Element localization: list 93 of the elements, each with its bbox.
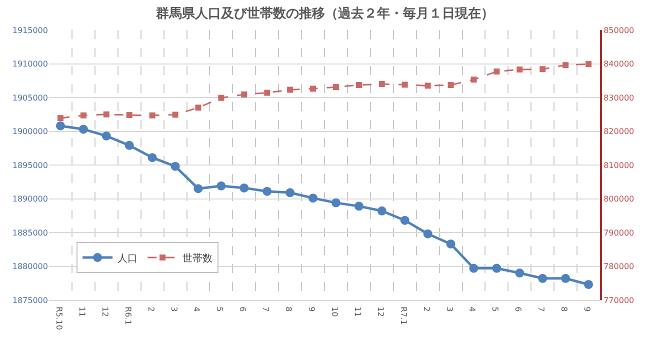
y2-tick-label: 780000: [604, 262, 634, 272]
point: [56, 121, 65, 130]
x-tick-label: 5: [215, 306, 224, 312]
x-tick-label: 2: [146, 306, 156, 312]
point: [80, 112, 86, 118]
y2-tick-label: 810000: [604, 160, 634, 170]
point: [584, 280, 594, 289]
point: [286, 188, 295, 198]
point: [424, 82, 431, 89]
y-tick-label: 1905000: [12, 93, 48, 102]
point: [332, 84, 339, 90]
point: [561, 274, 570, 283]
point: [287, 86, 294, 93]
point: [562, 62, 569, 68]
y-tick-label: 1875000: [12, 296, 48, 305]
x-tick-label: 4: [468, 306, 477, 312]
point: [195, 104, 202, 111]
x-tick-label: 10: [330, 306, 339, 317]
point: [78, 124, 88, 134]
x-tick-label: 6: [238, 306, 248, 312]
point: [308, 194, 318, 203]
point: [538, 274, 548, 283]
x-tick-label: 3: [444, 306, 454, 312]
y2-tick-label: 840000: [604, 60, 634, 69]
point: [423, 229, 432, 238]
x-tick-label: 9: [307, 306, 316, 312]
y2-tick-label: 800000: [604, 194, 634, 204]
x-tick-label: 11: [77, 306, 86, 317]
x-tick-label: 6: [514, 306, 523, 312]
point: [262, 186, 272, 196]
y-tick-label: 1880000: [12, 262, 48, 272]
point: [586, 61, 592, 68]
legend-label: 世帯数: [182, 252, 213, 264]
y-tick-label: 1895000: [12, 160, 48, 170]
point: [400, 216, 410, 225]
point: [516, 66, 523, 72]
y2-tick-label: 820000: [604, 127, 634, 136]
x-tick-label: 3: [169, 306, 178, 312]
x-tick-label: 2: [422, 306, 431, 312]
point: [310, 86, 316, 92]
point: [470, 76, 477, 83]
point: [331, 198, 340, 208]
y2-tick-label: 830000: [604, 93, 634, 102]
point: [170, 162, 180, 171]
x-tick-label: 9: [582, 306, 592, 312]
y-tick-label: 1910000: [12, 60, 48, 69]
point: [402, 82, 408, 88]
y-tick-label: 1885000: [12, 228, 48, 238]
x-tick-label: 11: [352, 306, 362, 317]
point: [103, 111, 110, 118]
x-tick-label: 4: [192, 306, 202, 312]
x-tick-label: 5: [490, 306, 500, 312]
point: [494, 68, 500, 75]
point: [240, 183, 249, 192]
x-tick-label: R6.1: [123, 306, 132, 325]
legend-label: 人口: [118, 253, 138, 264]
x-tick-label: 8: [560, 306, 569, 312]
y-tick-label: 1915000: [12, 26, 48, 35]
chart-title: 群馬県人口及び世帯数の推移（過去２年・毎月１日現在）: [155, 6, 494, 22]
point: [102, 131, 111, 140]
point: [446, 239, 456, 248]
y2-tick-label: 850000: [604, 26, 634, 35]
x-tick-label: 7: [261, 306, 270, 312]
x-tick-label: 8: [284, 306, 294, 312]
point: [194, 184, 203, 194]
x-tick-label: 12: [376, 306, 385, 317]
point: [492, 264, 502, 273]
point: [264, 90, 270, 96]
point: [378, 81, 385, 87]
x-tick-label: R7.1: [398, 306, 408, 325]
point: [377, 206, 386, 216]
y2-tick-label: 770000: [604, 296, 634, 305]
x-tick-label: 7: [536, 306, 546, 312]
point: [356, 82, 362, 88]
y2-tick-label: 790000: [604, 228, 634, 238]
point: [216, 181, 226, 190]
point: [124, 140, 134, 150]
point: [448, 82, 454, 88]
point: [126, 112, 132, 118]
point: [540, 66, 546, 72]
point: [241, 91, 248, 98]
y-tick-label: 1900000: [12, 127, 48, 136]
point: [149, 112, 156, 118]
point: [148, 153, 157, 162]
point: [354, 202, 364, 211]
x-tick-label: 12: [100, 306, 110, 317]
point: [57, 115, 64, 122]
point: [218, 94, 224, 101]
point: [515, 268, 524, 278]
point: [469, 264, 478, 273]
point: [172, 112, 178, 118]
x-tick-label: R5.10: [54, 306, 64, 330]
y-tick-label: 1890000: [12, 194, 48, 204]
